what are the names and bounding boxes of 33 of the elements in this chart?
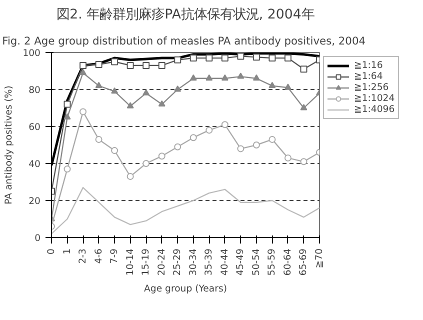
x-tick-label: 50-54 <box>250 248 262 276</box>
x-tick-label: 15-19 <box>140 248 152 276</box>
legend-label: ≧1:4096 <box>354 104 395 115</box>
x-tick-label: 1 <box>62 248 73 254</box>
x-tick-label: 25-29 <box>172 248 184 276</box>
x-tick-label: 10-14 <box>124 248 136 276</box>
chart-subtitle: Fig. 2 Age group distribution of measles PA antibody positives, 2004 <box>2 34 366 48</box>
x-tick-label: 55-59 <box>266 248 278 276</box>
x-tick-label: 7-9 <box>109 248 120 264</box>
x-tick-label: 20-24 <box>156 248 168 276</box>
y-tick-label: 20 <box>28 196 41 207</box>
legend-label: ≧1:1024 <box>354 93 395 104</box>
x-tick-label: 0 <box>46 248 57 254</box>
x-tick-label: 45-49 <box>235 248 246 276</box>
legend-label: ≧1:16 <box>354 60 383 71</box>
y-tick-label: 100 <box>22 48 41 59</box>
x-tick-label: ≧70 <box>314 248 325 268</box>
x-tick-label: 40-44 <box>219 248 230 276</box>
x-tick-label: 65-69 <box>298 248 310 276</box>
x-tick-label: 2-3 <box>78 248 89 264</box>
x-tick-label: 60-64 <box>282 248 294 276</box>
x-tick-label: 4-6 <box>93 248 104 264</box>
legend-label: ≧1:64 <box>354 71 383 82</box>
x-axis-title: Age group (Years) <box>144 284 227 295</box>
x-tick-label: 30-34 <box>188 248 199 276</box>
y-tick-label: 80 <box>28 85 41 96</box>
y-axis-title: PA antibody positives (%) <box>4 86 15 204</box>
y-tick-label: 0 <box>34 233 41 244</box>
y-tick-label: 60 <box>28 122 41 133</box>
y-tick-label: 40 <box>28 159 41 170</box>
x-tick-label: 35-39 <box>204 248 215 276</box>
legend-label: ≧1:256 <box>354 82 389 93</box>
chart-title: 図2. 年齢群別麻疹PA抗体保有状況, 2004年 <box>56 8 314 22</box>
